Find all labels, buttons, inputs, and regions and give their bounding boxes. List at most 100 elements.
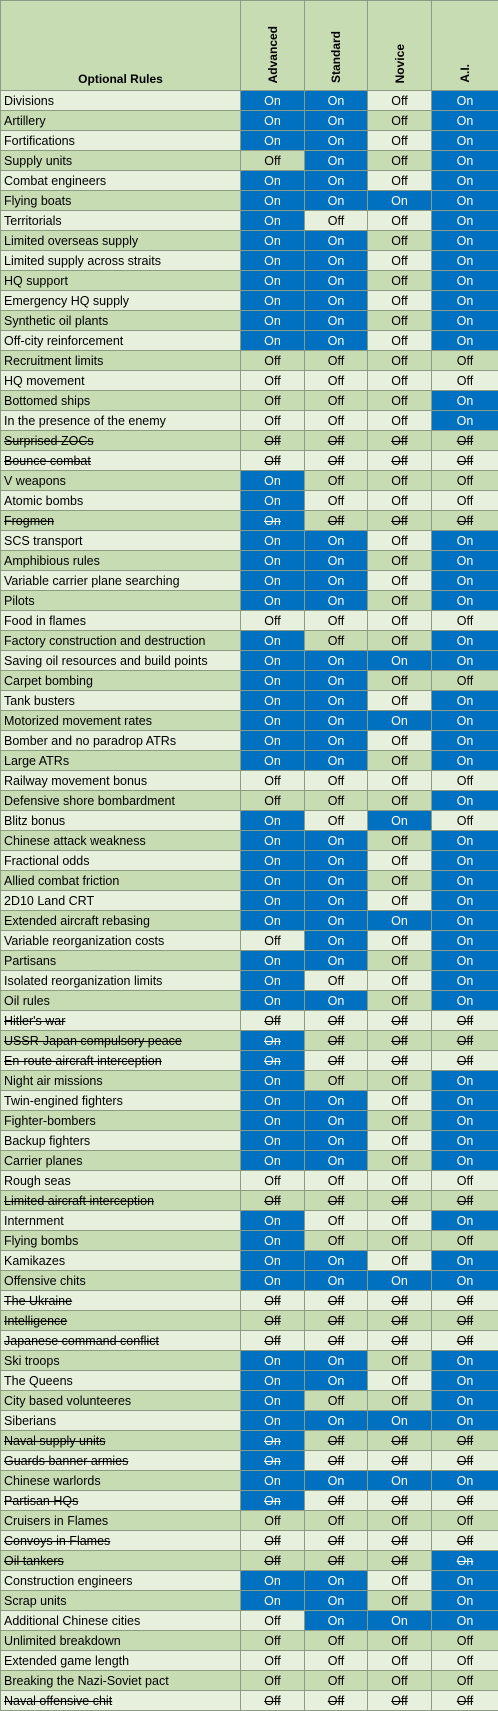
setting-advanced: On	[241, 711, 305, 731]
column-header-label: A.I.	[458, 58, 472, 87]
rule-name: Factory construction and destruction	[1, 631, 241, 651]
rule-name: SCS transport	[1, 531, 241, 551]
setting-novice: Off	[368, 951, 432, 971]
setting-ai: On	[432, 831, 498, 851]
setting-advanced: On	[241, 1071, 305, 1091]
rule-name: Fighter-bombers	[1, 1111, 241, 1131]
setting-advanced: Off	[241, 1551, 305, 1571]
rule-name: Internment	[1, 1211, 241, 1231]
setting-novice: Off	[368, 1691, 432, 1711]
setting-standard: On	[305, 1471, 368, 1491]
setting-novice: On	[368, 911, 432, 931]
setting-novice: Off	[368, 1531, 432, 1551]
rule-name: Cruisers in Flames	[1, 1511, 241, 1531]
rule-name: Atomic bombs	[1, 491, 241, 511]
rule-name: Isolated reorganization limits	[1, 971, 241, 991]
rule-name: The Queens	[1, 1371, 241, 1391]
setting-advanced: On	[241, 811, 305, 831]
setting-novice: Off	[368, 231, 432, 251]
setting-ai: Off	[432, 1231, 498, 1251]
setting-ai: Off	[432, 491, 498, 511]
rule-name: Recruitment limits	[1, 351, 241, 371]
rule-name: Food in flames	[1, 611, 241, 631]
setting-novice: On	[368, 1611, 432, 1631]
setting-novice: Off	[368, 1051, 432, 1071]
setting-advanced: On	[241, 971, 305, 991]
rule-name: In the presence of the enemy	[1, 411, 241, 431]
setting-standard: Off	[305, 971, 368, 991]
setting-advanced: On	[241, 551, 305, 571]
setting-advanced: On	[241, 1151, 305, 1171]
setting-standard: On	[305, 691, 368, 711]
setting-ai: On	[432, 391, 498, 411]
setting-ai: Off	[432, 1491, 498, 1511]
setting-advanced: Off	[241, 1611, 305, 1631]
rule-name: Variable reorganization costs	[1, 931, 241, 951]
rule-name: Motorized movement rates	[1, 711, 241, 731]
setting-novice: On	[368, 191, 432, 211]
setting-novice: Off	[368, 411, 432, 431]
rule-name: Chinese attack weakness	[1, 831, 241, 851]
setting-ai: Off	[432, 1651, 498, 1671]
column-header-optional-rules: Optional Rules	[1, 1, 241, 91]
setting-ai: On	[432, 91, 498, 111]
rule-name: Siberians	[1, 1411, 241, 1431]
rule-name: Carrier planes	[1, 1151, 241, 1171]
setting-advanced: On	[241, 1131, 305, 1151]
setting-ai: Off	[432, 1511, 498, 1531]
setting-standard: On	[305, 1131, 368, 1151]
setting-novice: Off	[368, 931, 432, 951]
rule-name: Blitz bonus	[1, 811, 241, 831]
setting-advanced: Off	[241, 1311, 305, 1331]
rule-name: City based volunteeres	[1, 1391, 241, 1411]
setting-novice: Off	[368, 1071, 432, 1091]
setting-novice: Off	[368, 1431, 432, 1451]
rule-name: Japanese command conflict	[1, 1331, 241, 1351]
setting-novice: On	[368, 1471, 432, 1491]
setting-advanced: On	[241, 1411, 305, 1431]
rule-name: Backup fighters	[1, 1131, 241, 1151]
setting-standard: On	[305, 111, 368, 131]
column-header-advanced: Advanced	[241, 1, 305, 91]
setting-novice: Off	[368, 1291, 432, 1311]
setting-advanced: Off	[241, 1691, 305, 1711]
setting-ai: Off	[432, 1311, 498, 1331]
setting-ai: On	[432, 1471, 498, 1491]
setting-novice: Off	[368, 271, 432, 291]
setting-advanced: On	[241, 1091, 305, 1111]
setting-advanced: On	[241, 1391, 305, 1411]
setting-ai: On	[432, 791, 498, 811]
setting-advanced: On	[241, 291, 305, 311]
setting-novice: Off	[368, 771, 432, 791]
setting-ai: Off	[432, 1011, 498, 1031]
setting-ai: Off	[432, 371, 498, 391]
setting-advanced: Off	[241, 451, 305, 471]
setting-novice: Off	[368, 211, 432, 231]
setting-standard: On	[305, 851, 368, 871]
rule-name: Ski troops	[1, 1351, 241, 1371]
setting-novice: Off	[368, 1551, 432, 1571]
setting-standard: On	[305, 91, 368, 111]
setting-novice: Off	[368, 1571, 432, 1591]
setting-standard: On	[305, 711, 368, 731]
setting-ai: On	[432, 911, 498, 931]
setting-advanced: On	[241, 111, 305, 131]
setting-standard: On	[305, 951, 368, 971]
setting-ai: On	[432, 631, 498, 651]
setting-standard: Off	[305, 1011, 368, 1031]
setting-advanced: On	[241, 511, 305, 531]
setting-advanced: Off	[241, 931, 305, 951]
setting-novice: Off	[368, 531, 432, 551]
rule-name: Tank busters	[1, 691, 241, 711]
